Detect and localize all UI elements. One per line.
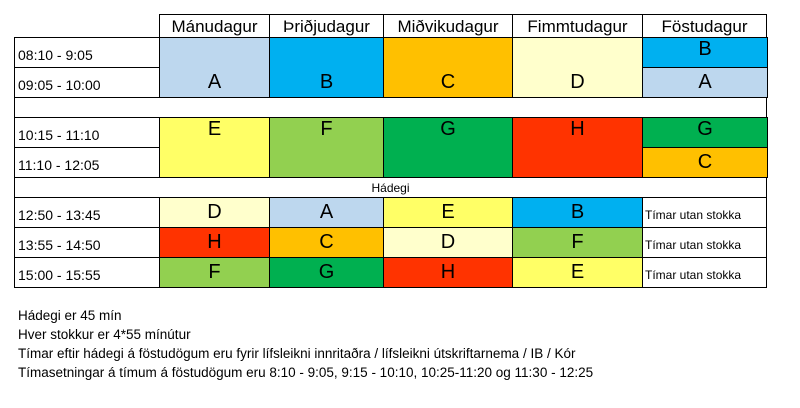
course-block-d: D: [512, 37, 643, 98]
day-header-wednesday: Miðvikudagur: [383, 14, 513, 38]
course-block-h: H: [512, 117, 643, 178]
time-slot-4: 11:10 - 12:05: [14, 147, 160, 178]
notes: Hádegi er 45 mín Hver stokkur er 4*55 mí…: [18, 306, 778, 382]
day-header-tuesday: Þriðjudagur: [269, 14, 384, 38]
course-block-b: B: [642, 37, 768, 68]
course-block-h: H: [159, 227, 270, 258]
course-block-a: A: [642, 67, 768, 98]
time-slot-2: 09:05 - 10:00: [14, 67, 160, 98]
note-block-length: Hver stokkur er 4*55 mínútur: [18, 327, 191, 342]
course-block-d: D: [159, 197, 270, 228]
note-friday-times: Tímasetningar á tímum á föstudögum eru 8…: [18, 365, 594, 380]
course-block-a: A: [159, 37, 270, 98]
course-block-f: F: [269, 117, 384, 178]
course-block-g: G: [642, 117, 768, 148]
course-block-g: G: [383, 117, 513, 178]
course-block-f: F: [159, 257, 270, 288]
course-block-d: D: [383, 227, 513, 258]
friday-outside-block-3: Tímar utan stokka: [642, 257, 767, 288]
day-header-friday: Föstudagur: [642, 14, 767, 38]
course-block-e: E: [159, 117, 270, 178]
time-slot-6: 13:55 - 14:50: [14, 227, 160, 258]
course-block-c: C: [383, 37, 513, 98]
course-block-h: H: [383, 257, 513, 288]
lunch-row: Hádegi: [14, 177, 767, 198]
note-friday-afternoon: Tímar eftir hádegi á föstudögum eru fyri…: [18, 346, 576, 361]
course-block-g: G: [269, 257, 384, 288]
course-block-c: C: [642, 147, 768, 178]
time-slot-5: 12:50 - 13:45: [14, 197, 160, 228]
course-block-a: A: [269, 197, 384, 228]
note-lunch-duration: Hádegi er 45 mín: [18, 308, 122, 323]
schedule-table: Mánudagur Þriðjudagur Miðvikudagur Fimmt…: [14, 14, 768, 288]
day-header-thursday: Fimmtudagur: [512, 14, 643, 38]
friday-outside-block-1: Tímar utan stokka: [642, 197, 767, 228]
break-row: [14, 97, 767, 118]
course-block-e: E: [383, 197, 513, 228]
time-slot-7: 15:00 - 15:55: [14, 257, 160, 288]
time-slot-3: 10:15 - 11:10: [14, 117, 160, 148]
course-block-f: F: [512, 227, 643, 258]
course-block-b: B: [269, 37, 384, 98]
course-block-b: B: [512, 197, 643, 228]
day-header-monday: Mánudagur: [159, 14, 270, 38]
course-block-c: C: [269, 227, 384, 258]
friday-outside-block-2: Tímar utan stokka: [642, 227, 767, 258]
time-slot-1: 08:10 - 9:05: [14, 37, 160, 68]
course-block-e: E: [512, 257, 643, 288]
